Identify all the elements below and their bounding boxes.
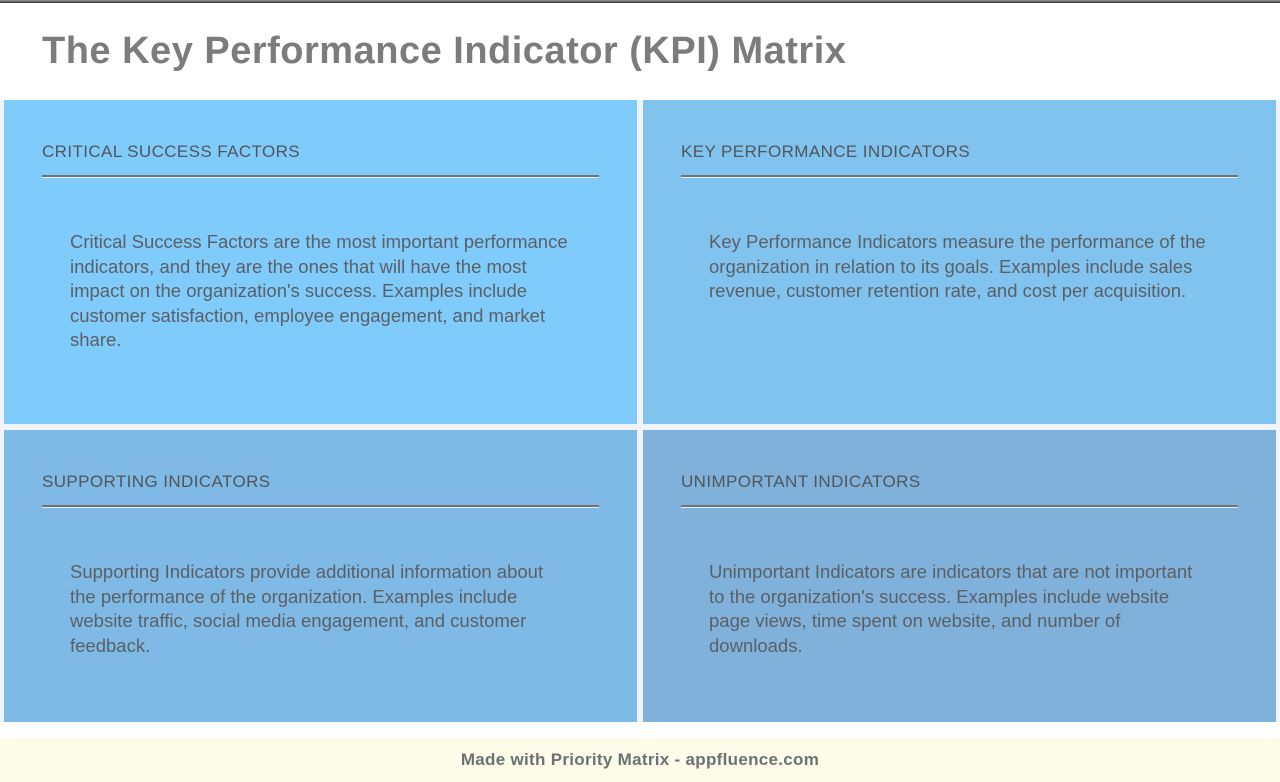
footer-credit: Made with Priority Matrix - appfluence.c… (460, 750, 820, 769)
quadrant-description: Supporting Indicators provide additional… (70, 561, 544, 656)
quadrant-title-underline (681, 175, 1238, 178)
quadrant-key-performance-indicators: KEY PERFORMANCE INDICATORS Key Performan… (643, 100, 1276, 424)
quadrant-title: SUPPORTING INDICATORS (42, 472, 271, 491)
quadrant-description: Critical Success Factors are the most im… (70, 231, 568, 351)
quadrant-title: CRITICAL SUCCESS FACTORS (42, 142, 301, 161)
window-top-edge (0, 0, 1280, 3)
quadrant-title-underline (42, 175, 599, 178)
page-header: The Key Performance Indicator (KPI) Matr… (0, 3, 1280, 100)
quadrant-description: Unimportant Indicators are indicators th… (709, 561, 1193, 656)
page-title: The Key Performance Indicator (KPI) Matr… (42, 30, 847, 72)
quadrant-title: UNIMPORTANT INDICATORS (681, 472, 921, 491)
quadrant-title-underline (681, 505, 1238, 508)
footer-gap (0, 722, 1280, 738)
quadrant-critical-success-factors: CRITICAL SUCCESS FACTORS Critical Succes… (4, 100, 637, 424)
quadrant-description: Key Performance Indicators measure the p… (709, 231, 1206, 302)
quadrant-supporting-indicators: SUPPORTING INDICATORS Supporting Indicat… (4, 430, 637, 722)
kpi-matrix-grid: CRITICAL SUCCESS FACTORS Critical Succes… (0, 100, 1280, 722)
quadrant-unimportant-indicators: UNIMPORTANT INDICATORS Unimportant Indic… (643, 430, 1276, 722)
quadrant-title: KEY PERFORMANCE INDICATORS (681, 142, 971, 161)
quadrant-title-underline (42, 505, 599, 508)
footer-bar: Made with Priority Matrix - appfluence.c… (0, 738, 1280, 782)
